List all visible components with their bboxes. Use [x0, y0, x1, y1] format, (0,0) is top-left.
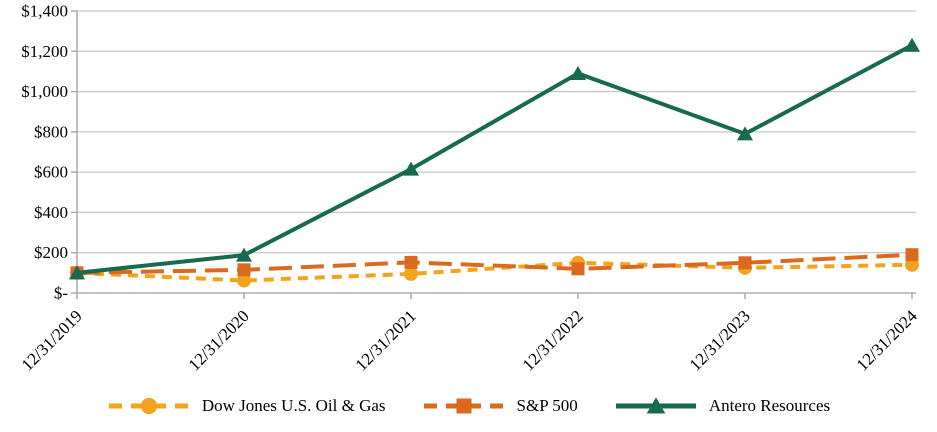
legend-label: Dow Jones U.S. Oil & Gas	[201, 396, 386, 415]
legend-marker-triangle-icon	[615, 397, 696, 414]
data-point-marker	[235, 247, 253, 262]
legend-label: Antero Resources	[708, 396, 831, 415]
y-axis-label: $-	[54, 284, 69, 303]
y-axis-label: $600	[34, 163, 68, 182]
legend-item-dow-jones-us-oil-gas: Dow Jones U.S. Oil & Gas	[107, 396, 386, 416]
y-axis-label: $400	[34, 203, 68, 222]
data-point-marker	[236, 273, 252, 288]
x-axis-label: 12/31/2024	[853, 306, 922, 375]
legend-swatch-antero-resources	[614, 396, 698, 416]
legend-label: S&P 500	[516, 396, 578, 415]
data-point-marker	[403, 266, 419, 281]
data-point-marker	[903, 37, 921, 52]
series-line-1	[76, 252, 913, 275]
y-axis-label: $200	[34, 243, 68, 262]
data-point-marker	[456, 398, 472, 414]
series-line-2	[76, 43, 913, 275]
data-point-marker	[646, 397, 666, 414]
y-axis-label: $800	[34, 122, 68, 141]
series-line-0	[76, 260, 913, 283]
legend-item-sp-500: S&P 500	[422, 396, 578, 416]
data-point-marker	[905, 248, 919, 262]
y-axis-label: $1,200	[21, 42, 68, 61]
legend-marker-circle-icon	[108, 397, 189, 415]
data-point-marker	[140, 397, 157, 415]
data-point-marker	[904, 257, 920, 272]
data-point-marker	[404, 255, 418, 269]
legend-marker-square-icon	[423, 398, 504, 414]
y-axis-label: $1,000	[21, 82, 68, 101]
legend-item-antero-resources: Antero Resources	[614, 396, 830, 416]
x-axis-label: 12/31/2022	[519, 306, 587, 374]
y-axis-label: $1,400	[21, 2, 68, 21]
x-axis-label: 12/31/2023	[686, 306, 754, 374]
data-point-marker	[68, 265, 86, 280]
data-point-marker	[738, 256, 752, 270]
legend-swatch-dow-jones-us-oil-gas	[107, 396, 191, 416]
legend-swatch-sp-500	[422, 396, 506, 416]
data-point-marker	[402, 161, 420, 176]
x-axis-label: 12/31/2021	[352, 306, 420, 374]
chart-legend: Dow Jones U.S. Oil & Gas S&P 500 Antero …	[0, 386, 937, 426]
data-point-marker	[571, 262, 585, 276]
data-point-marker	[237, 263, 251, 277]
x-axis-label: 12/31/2020	[185, 306, 253, 374]
data-point-marker	[569, 65, 587, 80]
data-point-marker	[736, 126, 754, 141]
x-axis-label: 12/31/2019	[18, 306, 86, 374]
plot-area: $- $200 $400 $600 $800 $1,000 $1,200 $1,400 12/3…	[18, 2, 922, 375]
